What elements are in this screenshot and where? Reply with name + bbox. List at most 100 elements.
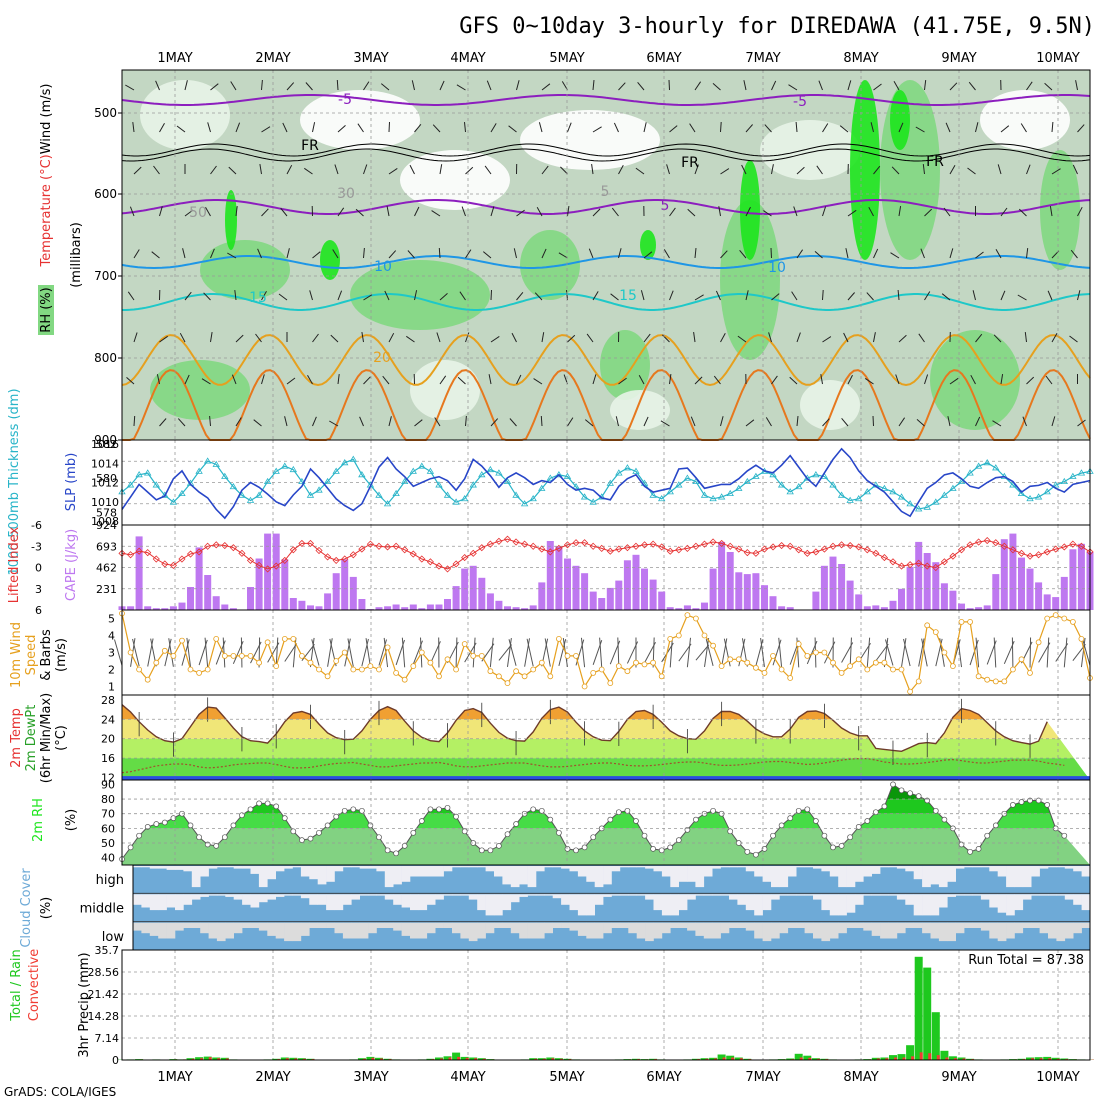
date-bottom-9MAY: 9MAY bbox=[941, 1070, 976, 1085]
cloud-clear-high bbox=[242, 866, 251, 869]
rh2m-point bbox=[256, 800, 262, 807]
upper-barb bbox=[516, 374, 522, 385]
cloud-clear-low bbox=[938, 922, 948, 942]
upper-barb bbox=[1022, 416, 1027, 427]
cloud-clear-low bbox=[653, 922, 663, 939]
upper-barb bbox=[257, 248, 262, 259]
wind10-point bbox=[316, 666, 322, 673]
thickness-point bbox=[486, 465, 495, 473]
upper-barb bbox=[743, 80, 747, 91]
thickness-point bbox=[846, 496, 854, 503]
wind10-point bbox=[187, 666, 194, 673]
upper-barb bbox=[720, 121, 722, 133]
upper-barb bbox=[159, 123, 165, 133]
thickness-point bbox=[169, 498, 178, 505]
cloud-clear-middle bbox=[494, 894, 503, 916]
upper-ylabel-mb: (millibars) bbox=[69, 222, 84, 288]
wind10-barb bbox=[524, 638, 530, 667]
wind10-point bbox=[992, 678, 999, 685]
cloud-clear-middle bbox=[653, 894, 663, 911]
run-total-label: Run Total = 87.38 bbox=[968, 953, 1084, 968]
cape-bar bbox=[384, 606, 392, 610]
upper-barb bbox=[312, 333, 319, 343]
cloud-clear-high bbox=[267, 866, 276, 880]
cape-bar bbox=[135, 536, 143, 610]
precip-total-bar bbox=[914, 956, 923, 1060]
cape-bar bbox=[478, 577, 486, 610]
cloud-clear-low bbox=[913, 922, 923, 928]
cape-bar bbox=[855, 594, 863, 610]
upper-barb bbox=[1017, 294, 1027, 301]
cloud-clear-low bbox=[334, 922, 344, 934]
cloud-clear-low bbox=[796, 922, 805, 928]
thickness-point bbox=[221, 472, 229, 479]
cloud-clear-middle bbox=[133, 894, 142, 905]
cloud-clear-low bbox=[1056, 922, 1066, 942]
cloud-clear-high bbox=[863, 866, 872, 877]
wind10-barb bbox=[558, 639, 567, 666]
cape-bar bbox=[701, 602, 708, 610]
cloud-clear-low bbox=[426, 922, 436, 934]
cape-bar bbox=[392, 604, 400, 610]
precip-total-bar bbox=[272, 1058, 281, 1060]
upper-barb bbox=[465, 249, 472, 259]
wind10-ylabel-line-3: (m/s) bbox=[54, 638, 69, 672]
upper-barb bbox=[918, 333, 925, 343]
upper-barb bbox=[588, 248, 594, 259]
upper-barb bbox=[745, 206, 751, 217]
date-bottom-1MAY: 1MAY bbox=[157, 1070, 192, 1085]
upper-barb bbox=[615, 416, 619, 427]
cloud-clear-high bbox=[317, 866, 327, 885]
cloud-clear-middle bbox=[426, 894, 436, 905]
cloud-clear-middle bbox=[443, 894, 453, 896]
cloud-clear-high bbox=[351, 866, 360, 868]
contour-label-9: 15 bbox=[619, 288, 637, 304]
cloud-clear-middle bbox=[401, 894, 411, 908]
upper-barb bbox=[643, 122, 647, 133]
thickness-point bbox=[923, 503, 931, 510]
cloud-clear-low bbox=[267, 922, 276, 936]
cloud-clear-high bbox=[779, 866, 789, 888]
cloud-clear-low bbox=[628, 922, 637, 934]
upper-barb bbox=[127, 291, 135, 301]
upper-barb bbox=[891, 166, 900, 175]
thickness-point bbox=[572, 483, 580, 490]
thickness-point bbox=[426, 467, 435, 474]
upper-barb bbox=[694, 376, 703, 385]
upper-tick-700: 700 bbox=[94, 269, 117, 283]
upper-barb bbox=[407, 250, 415, 259]
lifted-index-point bbox=[598, 544, 606, 552]
thickness-point bbox=[469, 481, 477, 488]
cloud-clear-high bbox=[619, 866, 629, 868]
thickness-point bbox=[675, 481, 683, 488]
rh2m-point bbox=[324, 822, 331, 829]
thickness-point bbox=[752, 472, 760, 479]
cape-bar bbox=[872, 605, 880, 610]
wind10-barb bbox=[186, 637, 192, 668]
wind10-point bbox=[864, 666, 871, 673]
cloud-clear-high bbox=[594, 866, 604, 888]
precip-total-bar bbox=[717, 1054, 726, 1060]
lifted-index-point bbox=[606, 547, 614, 555]
upper-barb bbox=[125, 84, 135, 91]
slp-ylabel-slp: SLP (mb) bbox=[64, 453, 79, 512]
cloud-clear-middle bbox=[779, 894, 789, 896]
upper-barb bbox=[1045, 375, 1053, 385]
cloud-clear-middle bbox=[477, 894, 486, 911]
cloud-clear-low bbox=[233, 922, 243, 934]
lifted-index-point bbox=[949, 552, 957, 560]
cloud-clear-middle bbox=[460, 894, 470, 896]
cloud-clear-high bbox=[762, 866, 772, 882]
cloud-tick-high: high bbox=[96, 873, 124, 888]
thickness-point bbox=[666, 488, 674, 495]
precip-conv-bar bbox=[799, 1057, 803, 1060]
lifted-index-point bbox=[718, 539, 726, 547]
precip-total-bar bbox=[1060, 1058, 1069, 1060]
cloud-clear-low bbox=[980, 922, 990, 931]
cloud-clear-high bbox=[955, 866, 965, 869]
cloud-clear-middle bbox=[242, 894, 251, 905]
cloud-clear-high bbox=[233, 866, 243, 869]
upper-barb bbox=[363, 164, 368, 175]
cape-bar bbox=[324, 593, 332, 610]
cloud-clear-high bbox=[158, 866, 167, 869]
